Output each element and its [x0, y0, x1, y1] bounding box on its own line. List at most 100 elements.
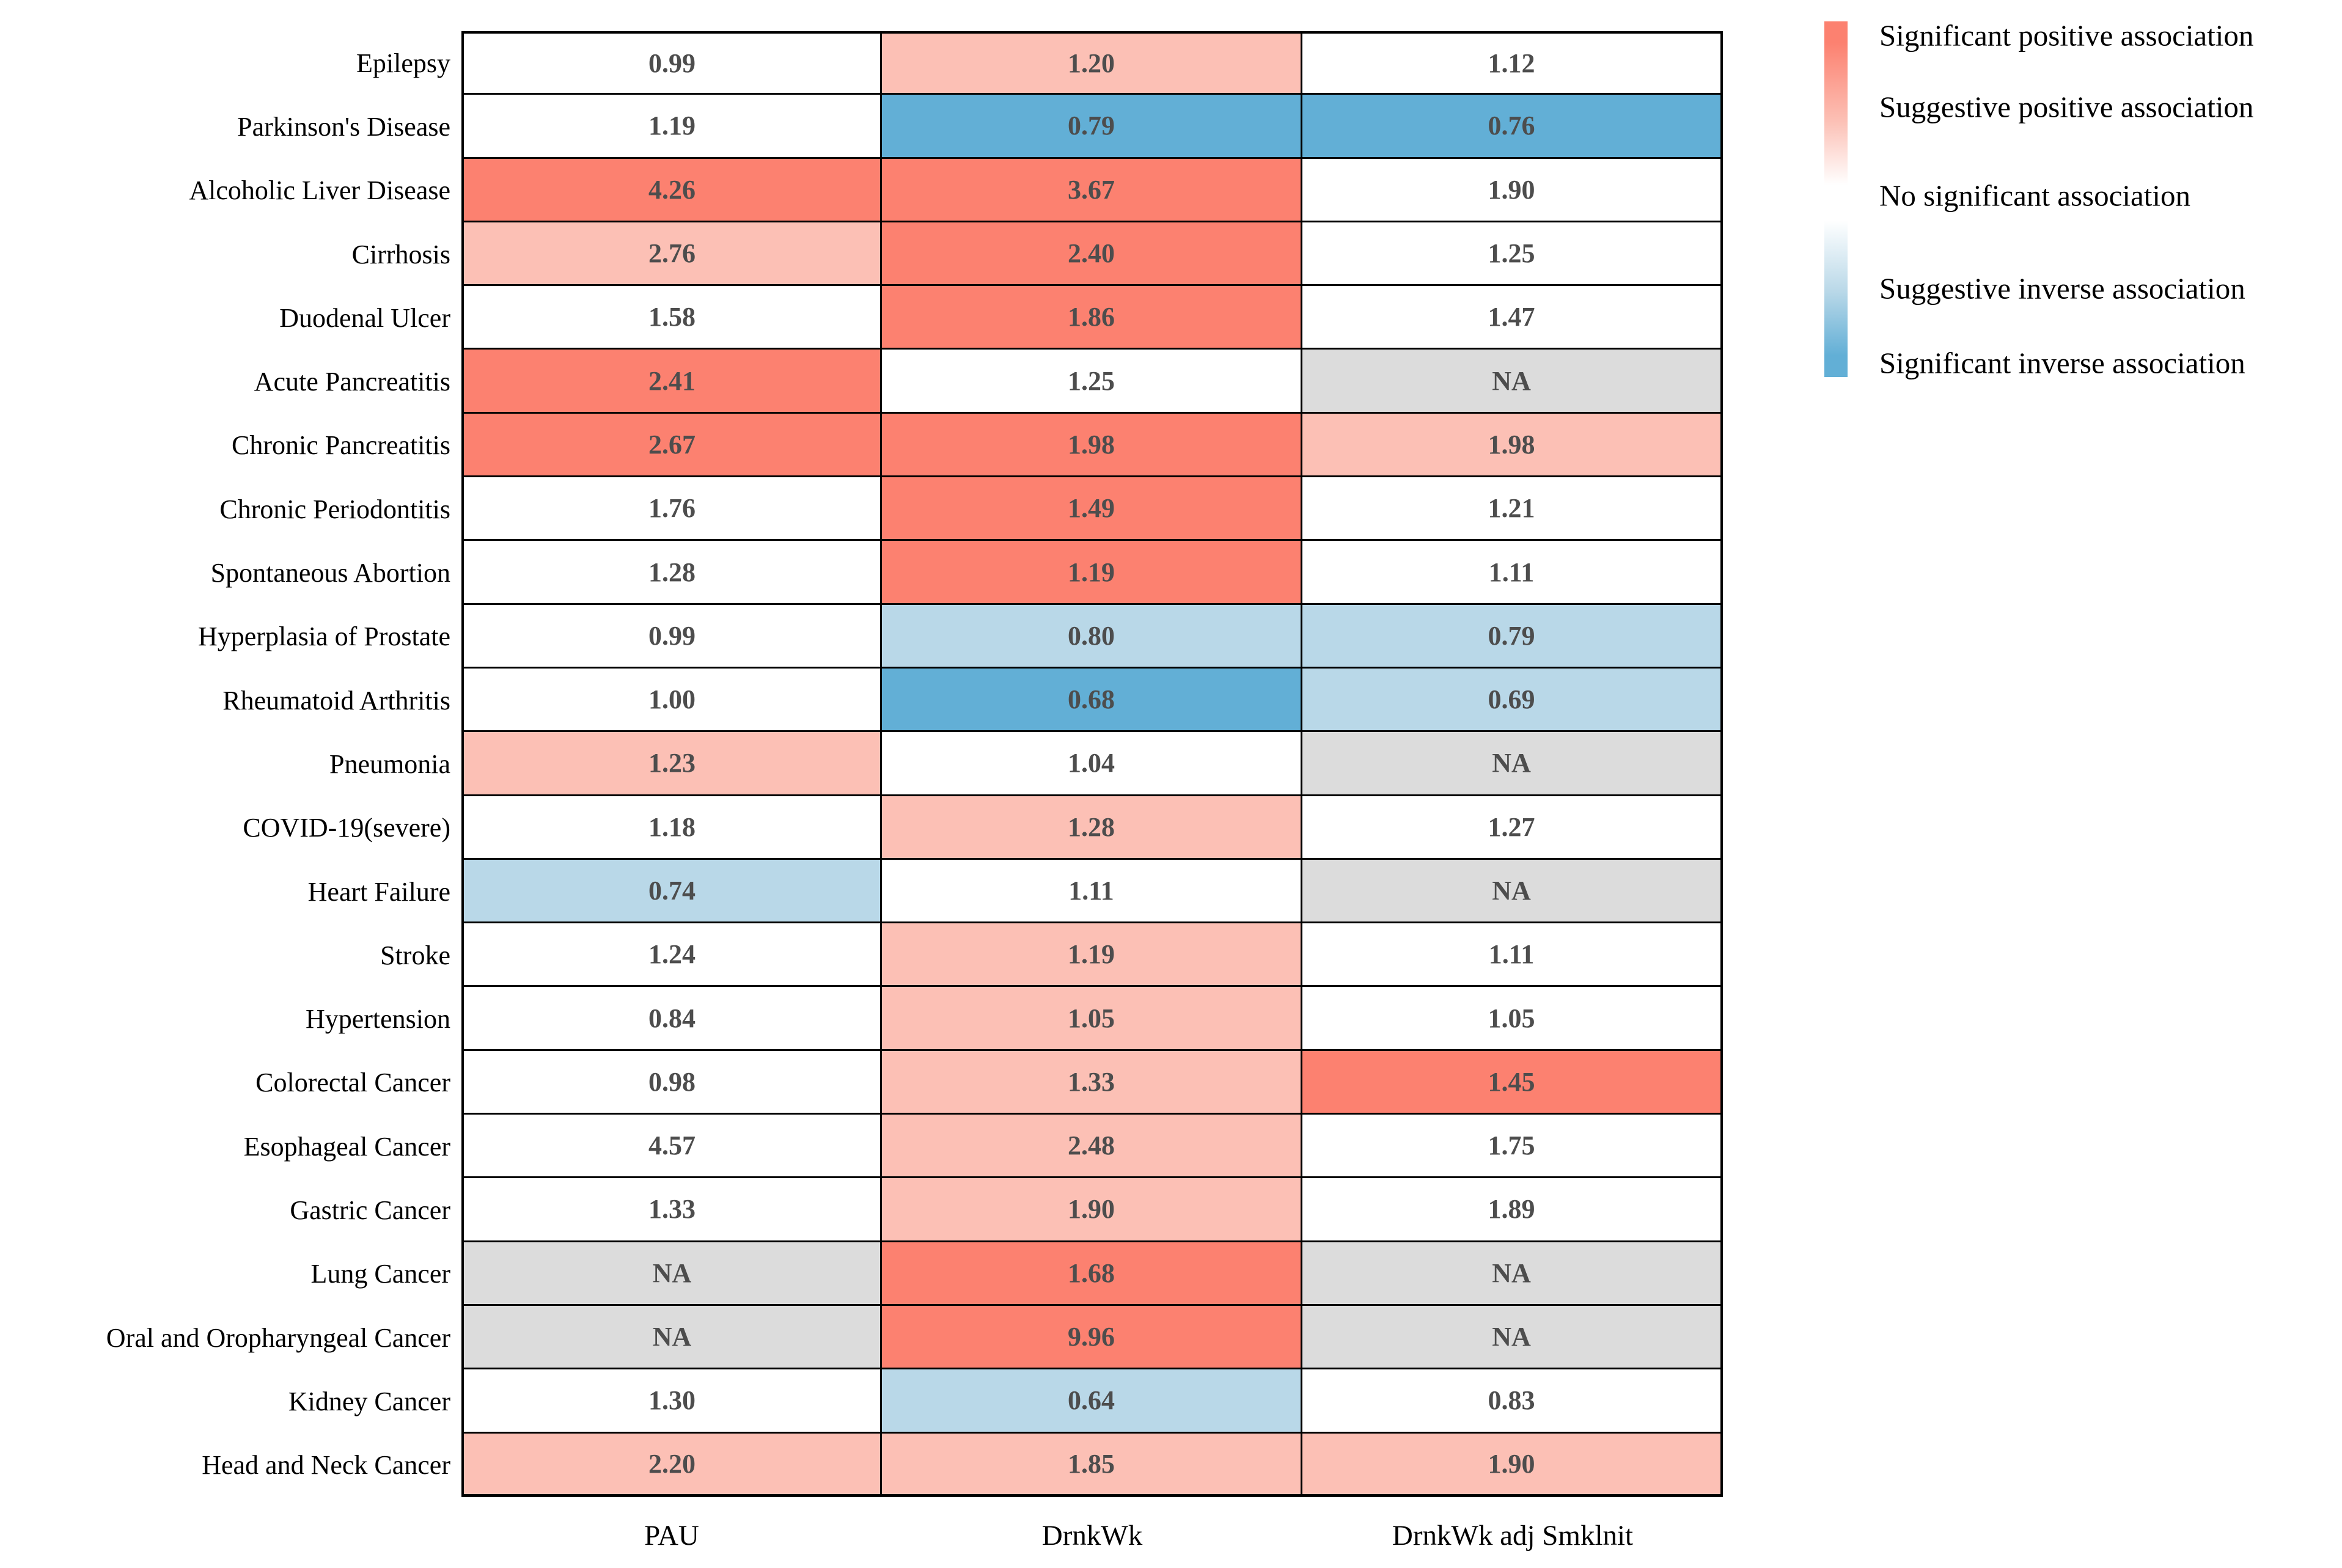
heatmap-cell: 1.89 [1302, 1178, 1723, 1242]
heatmap-cell: NA [461, 1242, 882, 1306]
heatmap-cell: 1.05 [882, 987, 1302, 1051]
heatmap-cell: 0.69 [1302, 668, 1723, 733]
heatmap-cell: 4.26 [461, 158, 882, 222]
heatmap-cell: 1.98 [882, 413, 1302, 478]
column-header-drnkwk: DrnkWk [1041, 1520, 1143, 1552]
heatmap-cell: 1.90 [1302, 1433, 1723, 1497]
row-label: Stroke [0, 923, 461, 987]
heatmap-cell: NA [1302, 1242, 1723, 1306]
heatmap-cell: 1.25 [1302, 222, 1723, 287]
heatmap-cell: NA [1302, 732, 1723, 796]
heatmap-cell: NA [1302, 1305, 1723, 1370]
row-label: Heart Failure [0, 859, 461, 924]
heatmap-cell: 9.96 [882, 1305, 1302, 1370]
heatmap-cell: 1.33 [882, 1050, 1302, 1115]
row-label: Hyperplasia of Prostate [0, 604, 461, 669]
row-label: Colorectal Cancer [0, 1050, 461, 1115]
row-label: Chronic Pancreatitis [0, 413, 461, 478]
legend-label: No significant association [1879, 178, 2190, 213]
row-label: Parkinson's Disease [0, 95, 461, 159]
row-label: Alcoholic Liver Disease [0, 158, 461, 222]
row-label: Esophageal Cancer [0, 1115, 461, 1179]
heatmap-cell: 1.23 [461, 732, 882, 796]
heatmap-cell: 2.76 [461, 222, 882, 287]
heatmap-cell: 1.49 [882, 477, 1302, 541]
heatmap-cell: 1.47 [1302, 286, 1723, 350]
heatmap-cell: 1.45 [1302, 1050, 1723, 1115]
heatmap-cell: 2.40 [882, 222, 1302, 287]
row-label: Cirrhosis [0, 222, 461, 287]
heatmap-cell: 1.12 [1302, 31, 1723, 95]
heatmap-cell: 0.83 [1302, 1369, 1723, 1434]
heatmap-cell: 1.33 [461, 1178, 882, 1242]
heatmap-cell: 1.11 [1302, 923, 1723, 987]
heatmap-cell: NA [461, 1305, 882, 1370]
heatmap-cell: 0.84 [461, 987, 882, 1051]
legend-label: Significant positive association [1879, 18, 2254, 53]
row-label: Acute Pancreatitis [0, 350, 461, 414]
heatmap-cell: 3.67 [882, 158, 1302, 222]
row-label: Hypertension [0, 987, 461, 1051]
row-label: Epilepsy [0, 31, 461, 95]
legend-label: Suggestive positive association [1879, 90, 2254, 124]
column-header-pau: PAU [644, 1520, 699, 1552]
heatmap-cell: 1.05 [1302, 987, 1723, 1051]
heatmap-cell: 1.90 [882, 1178, 1302, 1242]
heatmap-cell: 0.79 [882, 95, 1302, 159]
heatmap-cell: 1.75 [1302, 1115, 1723, 1179]
row-label: Head and Neck Cancer [0, 1433, 461, 1497]
column-header-drnkwk-adj: DrnkWk adj Smklnit [1392, 1520, 1634, 1552]
heatmap-cell: 1.19 [882, 923, 1302, 987]
heatmap-cell: 4.57 [461, 1115, 882, 1179]
heatmap-cell: 1.85 [882, 1433, 1302, 1497]
heatmap-cell: 2.41 [461, 350, 882, 414]
heatmap-cell: 1.20 [882, 31, 1302, 95]
heatmap-cell: 1.19 [461, 95, 882, 159]
heatmap-cell: 1.58 [461, 286, 882, 350]
heatmap-cell: 1.90 [1302, 158, 1723, 222]
heatmap-cell: 1.00 [461, 668, 882, 733]
heatmap-cell: 1.68 [882, 1242, 1302, 1306]
heatmap-table: Epilepsy 0.99 1.20 1.12 Parkinson's Disease 1… [0, 31, 1723, 1497]
row-label: Spontaneous Abortion [0, 541, 461, 605]
row-label: Kidney Cancer [0, 1369, 461, 1434]
heatmap-cell: 1.19 [882, 541, 1302, 605]
heatmap-cell: NA [1302, 859, 1723, 924]
heatmap-cell: 1.25 [882, 350, 1302, 414]
heatmap-cell: 1.11 [1302, 541, 1723, 605]
heatmap-cell: 1.76 [461, 477, 882, 541]
heatmap-cell: 1.24 [461, 923, 882, 987]
row-label: Chronic Periodontitis [0, 477, 461, 541]
heatmap-cell: 1.98 [1302, 413, 1723, 478]
heatmap-cell: 2.20 [461, 1433, 882, 1497]
heatmap-cell: 1.28 [882, 796, 1302, 860]
legend-label: Suggestive inverse association [1879, 271, 2245, 305]
heatmap-cell: 0.68 [882, 668, 1302, 733]
heatmap-cell: 0.98 [461, 1050, 882, 1115]
heatmap-cell: 1.04 [882, 732, 1302, 796]
row-label: Oral and Oropharyngeal Cancer [0, 1305, 461, 1370]
heatmap-cell: 1.21 [1302, 477, 1723, 541]
legend-gradient-bar [1824, 21, 1848, 377]
heatmap-cell: 1.28 [461, 541, 882, 605]
row-label: Lung Cancer [0, 1242, 461, 1306]
heatmap-cell: 0.80 [882, 604, 1302, 669]
heatmap-cell: 0.76 [1302, 95, 1723, 159]
heatmap-cell: 1.86 [882, 286, 1302, 350]
heatmap-cell: NA [1302, 350, 1723, 414]
heatmap-cell: 1.30 [461, 1369, 882, 1434]
heatmap-cell: 2.48 [882, 1115, 1302, 1179]
row-label: COVID-19(severe) [0, 796, 461, 860]
heatmap-cell: 0.79 [1302, 604, 1723, 669]
heatmap-cell: 0.74 [461, 859, 882, 924]
row-label: Gastric Cancer [0, 1178, 461, 1242]
heatmap-cell: 0.99 [461, 604, 882, 669]
legend-label: Significant inverse association [1879, 346, 2245, 380]
heatmap-cell: 0.64 [882, 1369, 1302, 1434]
heatmap-cell: 1.18 [461, 796, 882, 860]
row-label: Pneumonia [0, 732, 461, 796]
heatmap-cell: 1.11 [882, 859, 1302, 924]
heatmap-cell: 2.67 [461, 413, 882, 478]
row-label: Rheumatoid Arthritis [0, 668, 461, 733]
